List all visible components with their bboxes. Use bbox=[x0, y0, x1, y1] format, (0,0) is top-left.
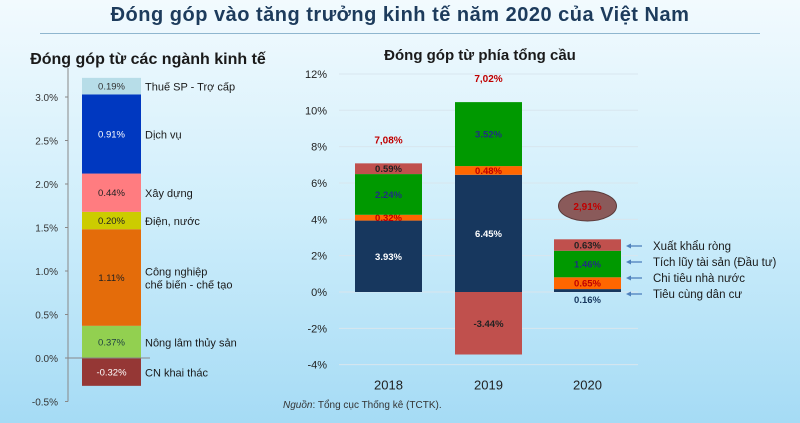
source-label: Nguồn bbox=[283, 400, 313, 411]
y-tick-label: 2.0% bbox=[35, 180, 58, 191]
category-label: Điện, nước bbox=[145, 216, 200, 228]
source-note: Nguồn: Tổng cục Thống kê (TCTK). bbox=[283, 400, 442, 411]
bar-segment bbox=[82, 211, 141, 230]
arrow-head-icon bbox=[626, 291, 631, 297]
bar-segment bbox=[82, 358, 141, 386]
y-tick-label: 3.0% bbox=[35, 93, 58, 104]
x-tick-label: 2019 bbox=[474, 378, 503, 393]
y-tick-label: -2% bbox=[307, 323, 327, 335]
category-label: Xây dựng bbox=[145, 188, 193, 200]
bar-segment bbox=[355, 163, 422, 175]
bar-segment bbox=[455, 166, 522, 175]
legend-item: Xuất khẩu ròng bbox=[653, 241, 731, 253]
left-chart-title: Đóng góp từ các ngành kinh tế bbox=[30, 51, 266, 68]
y-tick-label: 0.0% bbox=[35, 354, 58, 365]
bar-segment bbox=[554, 239, 621, 251]
data-label: 0.37% bbox=[98, 337, 125, 348]
data-label: 0.59% bbox=[375, 164, 402, 175]
category-label: Nông lâm thủy sản bbox=[145, 337, 237, 349]
bar-segment bbox=[554, 289, 621, 292]
data-label: 0.32% bbox=[375, 213, 402, 224]
bar-segment bbox=[355, 214, 422, 221]
y-tick-label: -0.5% bbox=[32, 398, 58, 409]
total-label: 7,08% bbox=[374, 135, 402, 146]
x-tick-label: 2018 bbox=[374, 378, 403, 393]
data-label: 0.91% bbox=[98, 129, 125, 140]
total-label: 7,02% bbox=[474, 74, 502, 85]
y-tick-label: 4% bbox=[311, 214, 327, 226]
y-tick-label: 2% bbox=[311, 251, 327, 263]
arrow-head-icon bbox=[626, 275, 631, 281]
legend-item: Tích lũy tài sản (Đầu tư) bbox=[653, 257, 777, 269]
y-tick-label: 0.5% bbox=[35, 311, 58, 322]
category-label: Thuế SP - Trợ cấp bbox=[145, 82, 235, 94]
bar-segment bbox=[455, 292, 522, 355]
bar-segment bbox=[82, 229, 141, 326]
total-highlight-ellipse bbox=[558, 190, 617, 222]
bar-segment bbox=[355, 220, 422, 292]
y-tick-label: 2.5% bbox=[35, 137, 58, 148]
data-label: -0.32% bbox=[96, 367, 127, 378]
data-label: 0.65% bbox=[574, 279, 601, 290]
bar-segment bbox=[82, 173, 141, 212]
bar-segment bbox=[82, 325, 141, 358]
category-label: Công nghiệp bbox=[145, 267, 207, 279]
arrow-head-icon bbox=[626, 243, 631, 249]
data-label: 1.46% bbox=[574, 260, 601, 271]
right-chart-title: Đóng góp từ phía tổng cầu bbox=[384, 47, 576, 64]
category-label: chế biến - chế tạo bbox=[145, 280, 232, 292]
y-tick-label: 10% bbox=[305, 105, 327, 117]
data-label: 3.93% bbox=[375, 252, 402, 263]
bar-segment bbox=[455, 174, 522, 292]
data-label: -3.44% bbox=[473, 319, 504, 330]
data-label: 3.52% bbox=[475, 130, 502, 141]
y-tick-label: 12% bbox=[305, 69, 327, 81]
data-label: 0.44% bbox=[98, 188, 125, 199]
data-label: 0.63% bbox=[574, 241, 601, 252]
data-label: 0.20% bbox=[98, 216, 125, 227]
main-title: Đóng góp vào tăng trưởng kinh tế năm 202… bbox=[110, 4, 690, 26]
bar-segment bbox=[554, 250, 621, 278]
data-label: 2.24% bbox=[375, 190, 402, 201]
data-label: 6.45% bbox=[475, 229, 502, 240]
category-label: CN khai thác bbox=[145, 367, 208, 379]
y-tick-label: 1.0% bbox=[35, 267, 58, 278]
y-tick-label: 0% bbox=[311, 287, 327, 299]
bar-segment bbox=[455, 102, 522, 167]
x-tick-label: 2020 bbox=[573, 378, 602, 393]
title-divider bbox=[40, 33, 760, 34]
data-label: 0.48% bbox=[475, 166, 502, 177]
legend-item: Chi tiêu nhà nước bbox=[653, 273, 745, 285]
y-tick-label: 8% bbox=[311, 142, 327, 154]
data-label: 1.11% bbox=[98, 273, 125, 284]
bar-segment bbox=[82, 77, 141, 95]
category-label: Dịch vụ bbox=[145, 129, 182, 141]
arrow-head-icon bbox=[626, 259, 631, 265]
data-label: 0.16% bbox=[574, 295, 601, 306]
source-text: : Tổng cục Thống kê (TCTK). bbox=[312, 400, 442, 411]
y-tick-label: 6% bbox=[311, 178, 327, 190]
y-tick-label: 1.5% bbox=[35, 224, 58, 235]
y-tick-label: -4% bbox=[307, 360, 327, 372]
legend-item: Tiêu cùng dân cư bbox=[653, 289, 742, 301]
bar-segment bbox=[82, 94, 141, 174]
total-label: 2,91% bbox=[573, 202, 601, 213]
data-label: 0.19% bbox=[98, 82, 125, 93]
bar-segment bbox=[355, 174, 422, 215]
bar-segment bbox=[554, 277, 621, 290]
